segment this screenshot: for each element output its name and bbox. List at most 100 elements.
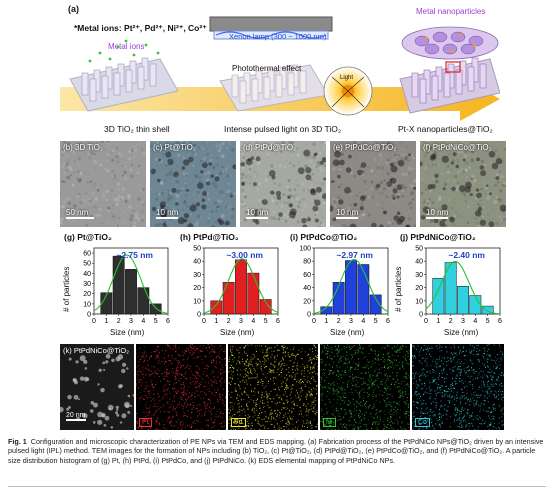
tem-image-pt: (c) Pt@TiO₂ 10 nm bbox=[150, 141, 236, 227]
tem-texture bbox=[60, 141, 146, 227]
element-label: Pd bbox=[231, 418, 246, 427]
x-tick-label: 2 bbox=[117, 318, 121, 325]
mean-size-annotation: ~2.97 nm bbox=[336, 250, 373, 260]
tem-label: (c) Pt@TiO₂ bbox=[153, 143, 196, 152]
x-tick-label: 2 bbox=[337, 318, 341, 325]
y-tick-label: 20 bbox=[83, 291, 91, 298]
element-label: Pt bbox=[139, 418, 152, 427]
tem-label: (d) PtPd@TiO₂ bbox=[243, 143, 297, 152]
histogram-bar bbox=[469, 295, 482, 315]
tem-texture bbox=[150, 141, 236, 227]
histogram-bar bbox=[259, 299, 272, 315]
x-tick-label: 4 bbox=[251, 318, 255, 325]
photothermal-label: Photothermal effect bbox=[232, 64, 302, 73]
nanoparticle-array-right bbox=[399, 57, 500, 114]
y-tick-label: 50 bbox=[193, 246, 201, 253]
x-tick-label: 5 bbox=[154, 318, 158, 325]
x-tick-label: 5 bbox=[486, 318, 490, 325]
scale-bar bbox=[66, 419, 86, 421]
zoom-box bbox=[445, 61, 461, 73]
x-tick-label: 0 bbox=[202, 318, 206, 325]
tem-image-ptpdco: (e) PtPdCo@TiO₂ 10 nm bbox=[330, 141, 416, 227]
scale-text: 20 nm bbox=[66, 412, 86, 419]
histogram-bar bbox=[149, 303, 162, 315]
y-tick-label: 40 bbox=[83, 271, 91, 278]
y-tick-label: 40 bbox=[193, 259, 201, 266]
mean-size-annotation: ~2.75 nm bbox=[116, 250, 153, 260]
histogram-bar bbox=[235, 259, 247, 315]
caption-text: Configuration and microscopic characteri… bbox=[8, 437, 544, 465]
eds-texture bbox=[412, 344, 504, 430]
y-tick-label: 60 bbox=[83, 251, 91, 258]
fabrication-schematic bbox=[60, 16, 500, 121]
x-tick-label: 6 bbox=[386, 318, 390, 325]
light-label: Light bbox=[340, 75, 354, 81]
metal-ions-tag: Metal ions bbox=[108, 42, 145, 51]
caption-lead: Fig. 1 bbox=[8, 437, 27, 446]
tem-label: (e) PtPdCo@TiO₂ bbox=[333, 143, 397, 152]
x-tick-label: 0 bbox=[312, 318, 316, 325]
tio2-shell-array-left bbox=[69, 39, 179, 112]
histogram-ptpdco: 0 20 40 60 80 100 0 1 2 3 4 5 6 ~2.97 nm bbox=[299, 246, 390, 326]
element-label: Ni bbox=[323, 418, 336, 427]
y-tick-label: 20 bbox=[193, 285, 201, 292]
tem-texture bbox=[330, 141, 416, 227]
x-tick-label: 4 bbox=[361, 318, 365, 325]
histogram-ptpdnico: 0 10 20 30 40 50 0 1 2 3 4 5 6 ~2.40 nm bbox=[415, 246, 502, 326]
histogram-bar bbox=[112, 255, 125, 315]
stage-1-label: 3D TiO₂ thin shell bbox=[104, 124, 170, 134]
eds-title: (k) PtPdNiCo@TiO₂ bbox=[63, 346, 130, 355]
y-tick-label: 20 bbox=[303, 298, 311, 305]
scale-text: 10 nm bbox=[246, 208, 269, 217]
stage-2-label: Intense pulsed light on 3D TiO₂ bbox=[224, 124, 342, 134]
histogram-bar bbox=[481, 305, 494, 315]
nanoparticle-zoom bbox=[401, 26, 499, 60]
x-tick-label: 6 bbox=[166, 318, 170, 325]
x-tick-label: 2 bbox=[449, 318, 453, 325]
y-axis-label: # of particles bbox=[62, 266, 71, 312]
haadf-image: (k) PtPdNiCo@TiO₂ 20 nm bbox=[60, 344, 134, 430]
y-tick-label: 30 bbox=[83, 281, 91, 288]
scale-text: 10 nm bbox=[426, 208, 449, 217]
scale-bar bbox=[246, 217, 268, 219]
x-tick-label: 4 bbox=[141, 318, 145, 325]
y-tick-label: 0 bbox=[87, 312, 91, 319]
x-tick-label: 2 bbox=[227, 318, 231, 325]
scale-bar bbox=[156, 217, 178, 219]
panel-a-label: (a) bbox=[68, 4, 79, 14]
metal-ions-caption: *Metal ions: Pt²⁺, Pd²⁺, Ni²⁺, Co²⁺ bbox=[74, 23, 207, 33]
y-tick-label: 0 bbox=[307, 312, 311, 319]
scale-bar bbox=[426, 217, 448, 219]
x-axis-label: Size (nm) bbox=[220, 328, 255, 337]
tem-texture bbox=[420, 141, 506, 227]
x-axis-label: Size (nm) bbox=[110, 328, 145, 337]
x-tick-label: 3 bbox=[461, 318, 465, 325]
stage-3-label: Pt-X nanoparticles@TiO₂ bbox=[398, 124, 493, 134]
x-axis-label: Size (nm) bbox=[444, 328, 479, 337]
histogram-bar bbox=[457, 286, 469, 315]
x-tick-label: 0 bbox=[424, 318, 428, 325]
histogram-bar bbox=[444, 262, 457, 315]
tem-label: (b) 3D TiO₂ bbox=[63, 143, 103, 152]
histogram-bar bbox=[369, 294, 382, 315]
gaussian-fit bbox=[203, 258, 279, 314]
y-tick-label: 30 bbox=[415, 272, 423, 279]
scale-text: 10 nm bbox=[336, 208, 359, 217]
histogram-bar bbox=[125, 269, 137, 315]
x-tick-label: 3 bbox=[239, 318, 243, 325]
y-tick-label: 0 bbox=[197, 312, 201, 319]
histogram-bar bbox=[100, 292, 113, 315]
eds-map-pt: Pt bbox=[136, 344, 226, 430]
hist-title: (j) PtPdNiCo@TiO₂ bbox=[400, 232, 476, 242]
eds-map-pd: Pd bbox=[228, 344, 318, 430]
scale-bar bbox=[336, 217, 358, 219]
tem-image-ptpd: (d) PtPd@TiO₂ 10 nm bbox=[240, 141, 326, 227]
y-tick-label: 10 bbox=[193, 298, 201, 305]
y-tick-label: 10 bbox=[83, 301, 91, 308]
y-tick-label: 50 bbox=[415, 246, 423, 253]
x-tick-label: 1 bbox=[104, 318, 108, 325]
scale-text: 50 nm bbox=[66, 208, 89, 217]
y-tick-label: 80 bbox=[303, 259, 311, 266]
gaussian-fit bbox=[425, 260, 501, 315]
tem-image-ptpdnico: (f) PtPdNiCo@TiO₂ 10 nm bbox=[420, 141, 506, 227]
